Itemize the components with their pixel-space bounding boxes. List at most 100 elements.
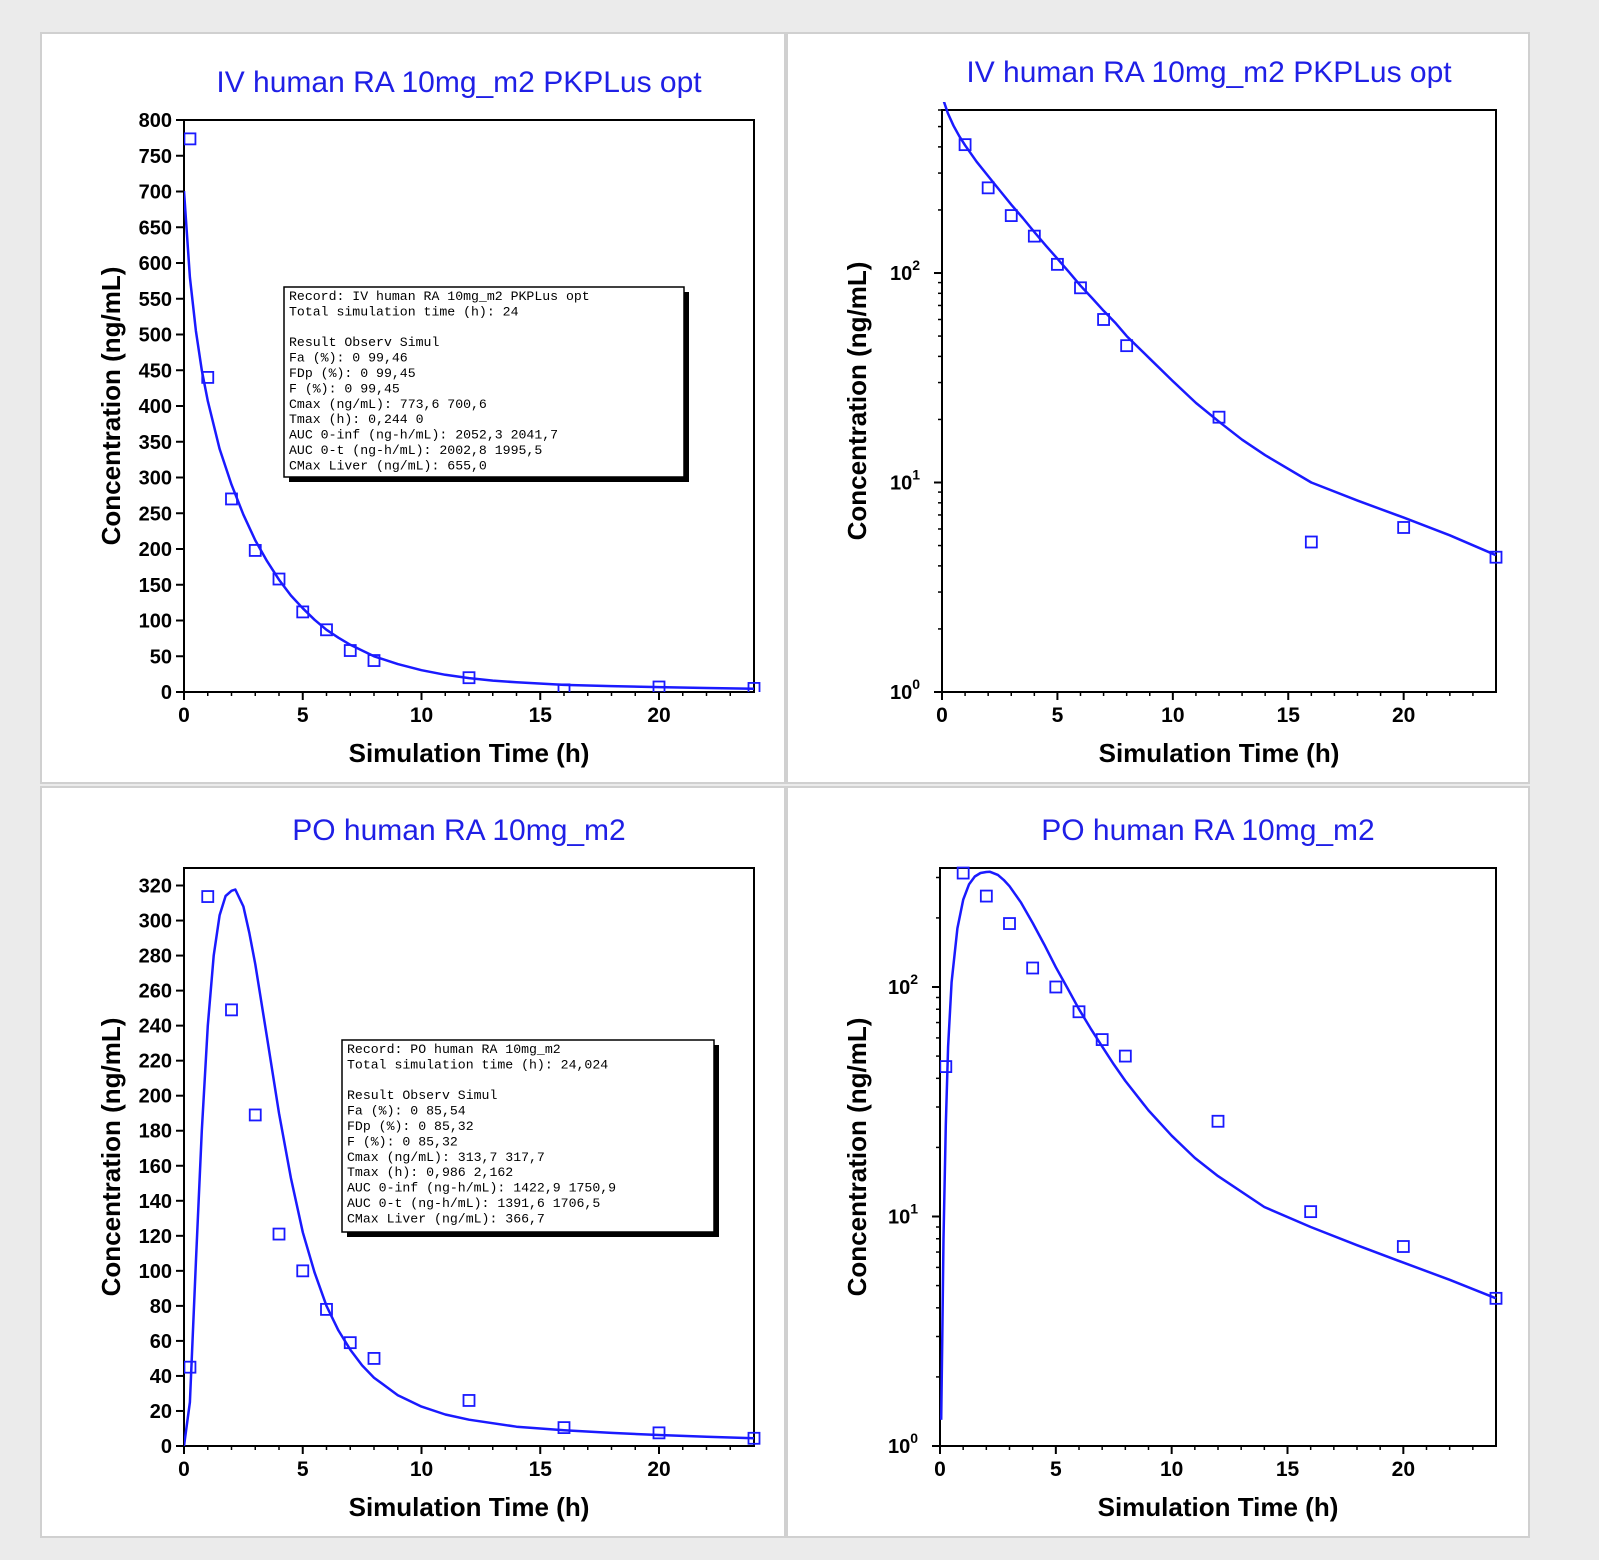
observed-point: [296, 1264, 310, 1278]
y-axis-label: Concentration (ng/mL): [842, 1018, 872, 1297]
y-tick-label: 102: [890, 257, 920, 285]
observed-point: [1397, 521, 1411, 534]
y-tick-label: 120: [139, 1226, 172, 1248]
observed-point: [184, 132, 197, 146]
observed-point: [367, 654, 381, 667]
y-tick-label: 140: [139, 1191, 172, 1213]
x-tick-label: 15: [529, 704, 553, 727]
y-tick-label: 260: [139, 981, 172, 1003]
observed-point: [1118, 1049, 1132, 1063]
inset-text-line: FDp (%): 0 85,32: [347, 1119, 474, 1134]
observed-point: [248, 1108, 262, 1122]
observed-point: [248, 544, 262, 557]
observed-point: [462, 671, 476, 685]
y-tick-label: 20: [150, 1401, 172, 1423]
inset-text-line: AUC 0-t (ng-h/mL): 1391,6 1706,5: [347, 1196, 600, 1211]
x-tick-label: 15: [1277, 704, 1301, 727]
observed-point: [1097, 313, 1110, 326]
chart-svg: IV human RA 10mg_m2 PKPLus opt 0 5 10 15 20 10…: [842, 56, 1503, 768]
observed-point: [1120, 339, 1134, 353]
observed-point: [1489, 550, 1503, 564]
y-tick-label: 600: [139, 253, 172, 275]
chart-panel-po-linear: PO human RA 10mg_m2 0 5 10 15 20 0 20 40 60 80 100 1…: [40, 786, 786, 1538]
y-tick-label: 280: [139, 946, 172, 968]
y-tick-label: 300: [139, 911, 172, 933]
chart-title: IV human RA 10mg_m2 PKPLus opt: [966, 56, 1452, 89]
x-tick-label: 5: [1050, 1458, 1062, 1481]
inset-text-line: Cmax (ng/mL): 773,6 700,6: [289, 397, 487, 412]
observed-point: [1026, 961, 1040, 975]
y-tick-label: 200: [139, 1086, 172, 1108]
y-tick-label: 400: [139, 396, 172, 418]
y-tick-label: 100: [888, 1430, 918, 1458]
y-tick-label: 450: [139, 360, 172, 382]
inset-text-line: Tmax (h): 0,244 0: [289, 412, 424, 427]
observed-point: [956, 866, 970, 880]
y-axis-label: Concentration (ng/mL): [842, 262, 872, 541]
y-tick-label: 160: [139, 1156, 172, 1178]
observed-point: [1004, 209, 1018, 222]
simulated-line: [942, 102, 1497, 557]
inset-text-line: F (%): 0 85,32: [347, 1134, 458, 1149]
observed-point: [958, 138, 972, 152]
x-tick-label: 0: [936, 704, 948, 727]
y-tick-label: 50: [150, 646, 172, 668]
observed-point: [940, 1060, 953, 1073]
y-tick-label: 100: [890, 676, 920, 704]
x-tick-label: 10: [410, 1458, 433, 1481]
inset-text-line: F (%): 0 99,45: [289, 381, 400, 396]
x-tick-label: 0: [934, 1458, 946, 1481]
observed-point: [557, 1421, 571, 1435]
chart-title: PO human RA 10mg_m2: [292, 814, 626, 847]
y-tick-label: 100: [139, 611, 172, 633]
observed-point: [1304, 535, 1318, 549]
observed-point: [225, 1003, 238, 1017]
x-axis-label: Simulation Time (h): [1099, 738, 1340, 768]
y-tick-label: 320: [139, 876, 172, 898]
y-tick-label: 700: [139, 182, 172, 204]
top-banner-strip: [0, 0, 1599, 30]
y-tick-label: 500: [139, 325, 172, 347]
observed-point: [1027, 229, 1041, 243]
observed-point: [652, 1426, 666, 1440]
simulated-line: [184, 888, 755, 1446]
x-axis-label: Simulation Time (h): [1098, 1492, 1339, 1522]
x-tick-label: 5: [1052, 704, 1064, 727]
x-tick-label: 5: [297, 1458, 309, 1481]
inset-text-line: Fa (%): 0 85,54: [347, 1104, 466, 1119]
inset-text-line: AUC 0-t (ng-h/mL): 2002,8 1995,5: [289, 443, 542, 458]
y-tick-label: 240: [139, 1016, 172, 1038]
y-tick-label: 102: [888, 971, 918, 999]
y-tick-label: 40: [150, 1366, 172, 1388]
y-tick-label: 150: [139, 575, 172, 597]
y-tick-label: 250: [139, 503, 172, 525]
x-tick-label: 20: [1392, 704, 1415, 727]
x-tick-label: 0: [178, 704, 190, 727]
observed-point: [343, 1336, 357, 1350]
y-tick-label: 750: [139, 146, 172, 168]
inset-text-line: Fa (%): 0 99,46: [289, 351, 408, 366]
observed-point: [225, 492, 238, 506]
observed-point: [320, 1302, 333, 1316]
inset-text-line: AUC 0-inf (ng-h/mL): 2052,3 2041,7: [289, 428, 558, 443]
y-tick-label: 0: [161, 1436, 172, 1458]
observed-point: [1049, 980, 1063, 994]
y-tick-label: 220: [139, 1051, 172, 1073]
observed-point: [343, 644, 357, 657]
y-tick-label: 350: [139, 432, 172, 454]
y-tick-label: 550: [139, 289, 172, 311]
observed-point: [652, 680, 666, 692]
observed-point: [184, 1360, 197, 1374]
x-tick-label: 20: [647, 1458, 670, 1481]
x-tick-label: 15: [529, 1458, 553, 1481]
plot-frame: [941, 109, 1497, 693]
observed-point: [1095, 1033, 1109, 1046]
inset-text-line: Record: IV human RA 10mg_m2 PKPLus opt: [289, 289, 590, 304]
observed-point: [557, 683, 571, 692]
observed-point: [1489, 1291, 1503, 1305]
x-axis-label: Simulation Time (h): [349, 1492, 590, 1522]
observed-point: [747, 682, 761, 692]
chart-panel-iv-linear: IV human RA 10mg_m2 PKPLus opt 0 5 10 15 20 0 5…: [40, 32, 786, 784]
inset-text-line: Record: PO human RA 10mg_m2: [347, 1042, 561, 1057]
